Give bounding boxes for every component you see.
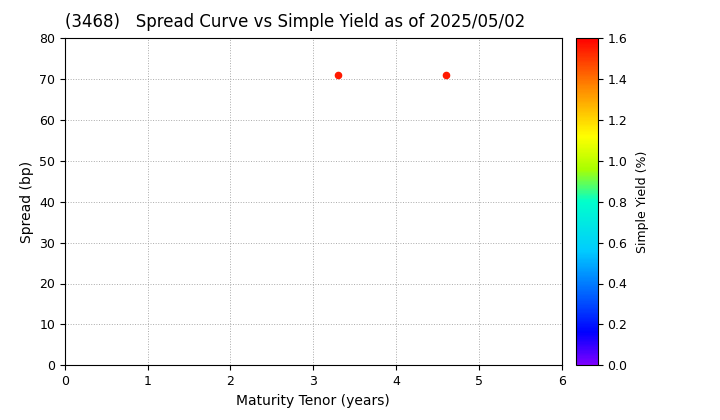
Y-axis label: Simple Yield (%): Simple Yield (%): [636, 150, 649, 253]
Point: [440, 71, 451, 78]
Text: (3468)   Spread Curve vs Simple Yield as of 2025/05/02: (3468) Spread Curve vs Simple Yield as o…: [65, 13, 525, 31]
Point: [332, 71, 344, 78]
X-axis label: Maturity Tenor (years): Maturity Tenor (years): [236, 394, 390, 408]
Y-axis label: Spread (bp): Spread (bp): [19, 160, 34, 243]
